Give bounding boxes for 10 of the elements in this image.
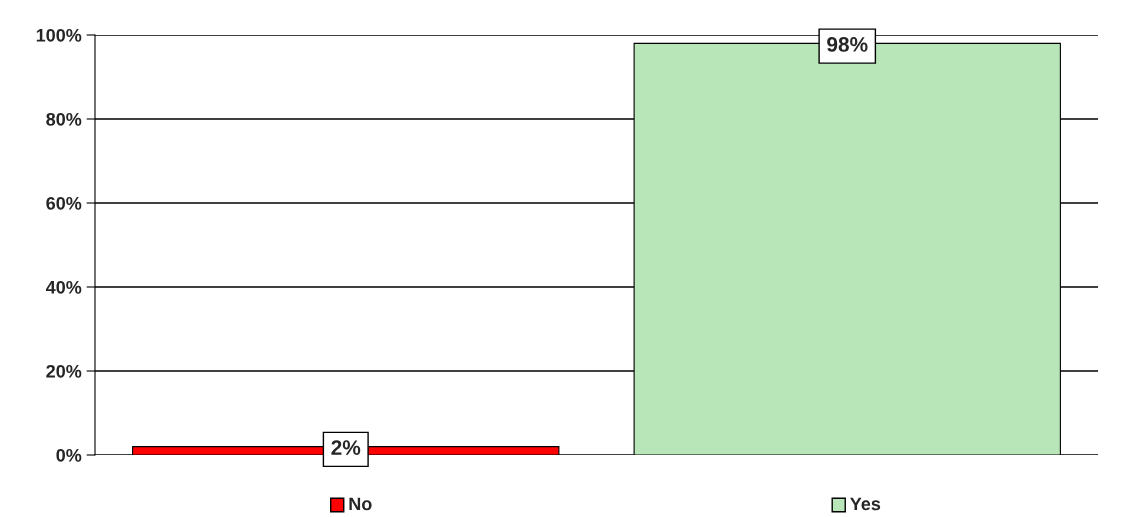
x-tick-label: No bbox=[349, 497, 372, 511]
y-tick-label: 0% bbox=[56, 448, 82, 462]
y-tick-label: 100% bbox=[36, 28, 82, 42]
y-tick-label: 80% bbox=[46, 112, 82, 126]
x-tick-label: Yes bbox=[850, 497, 881, 511]
y-tick-label: 40% bbox=[45, 280, 82, 294]
y-tick-label: 20% bbox=[46, 364, 82, 378]
data-label: 98% bbox=[827, 37, 868, 52]
data-label: 2% bbox=[331, 440, 361, 455]
y-tick-label: 60% bbox=[46, 196, 82, 210]
